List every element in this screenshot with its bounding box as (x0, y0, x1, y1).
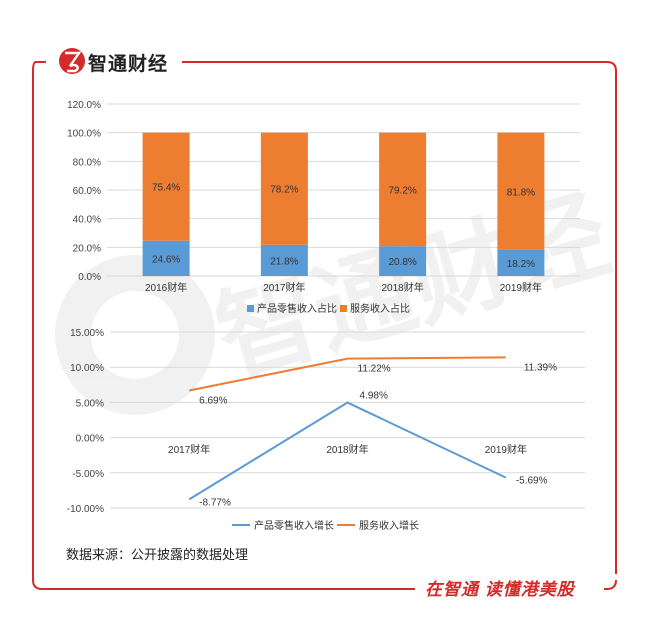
x-tick-label: 2017财年 (263, 281, 305, 294)
y-tick-label: -10.00% (67, 504, 104, 515)
data-label: 21.8% (270, 256, 298, 267)
legend-label: 服务收入增长 (359, 519, 419, 532)
legend-label: 服务收入占比 (350, 302, 410, 315)
frame-border-left-bottom (32, 61, 415, 590)
bar-segment (260, 132, 308, 245)
data-label: 20.8% (388, 257, 416, 268)
legend-label: 产品零售收入增长 (254, 519, 334, 532)
bar-segment (379, 132, 427, 247)
frame-border-top-right (182, 61, 617, 574)
bar-segment (142, 132, 190, 241)
line-chart: -10.00% -5.00% 0.00% 5.00% 10.00% 15.00% 2017财… (67, 328, 585, 532)
y-tick-label: 0.00% (76, 434, 104, 445)
y-tick-label: 5.00% (76, 398, 104, 409)
x-tick-label: 2018财年 (382, 281, 424, 294)
data-label: 78.2% (270, 185, 298, 196)
data-label: -8.77% (199, 497, 231, 508)
y-tick-label: 40.0% (73, 215, 101, 226)
y-tick-label: 60.0% (73, 186, 101, 197)
data-label: 11.39% (524, 362, 557, 373)
data-label: 81.8% (507, 187, 535, 198)
data-label: -5.69% (516, 476, 548, 487)
data-label: 18.2% (507, 259, 535, 270)
y-tick-label: -5.00% (72, 469, 104, 480)
data-label: 11.22% (358, 364, 391, 375)
legend-swatch (247, 305, 254, 312)
bar-segment (497, 249, 545, 276)
y-tick-label: 0.0% (78, 272, 101, 283)
legend-swatch (340, 305, 347, 312)
bar-segment (142, 240, 190, 276)
data-label: 79.2% (388, 185, 416, 196)
bar-segment (497, 132, 545, 250)
series-line (188, 401, 507, 501)
brand-title: 智通财经 (88, 54, 169, 75)
x-tick-label: 2018财年 (326, 443, 368, 456)
y-tick-label: 120.0% (67, 100, 101, 111)
y-tick-label: 80.0% (73, 157, 101, 168)
x-tick-label: 2016财年 (145, 281, 187, 294)
bar-segment (379, 246, 427, 276)
y-tick-label: 15.00% (70, 328, 104, 339)
y-tick-label: 20.0% (73, 243, 101, 254)
series-line (188, 356, 506, 392)
bar-segment (260, 244, 308, 276)
legend-label: 产品零售收入占比 (257, 302, 337, 315)
y-tick-label: 10.00% (70, 363, 104, 374)
stacked-bar-chart: 0.0% 20.0% 40.0% 60.0% 80.0% 100.0% 120.0% 24.6… (67, 100, 580, 315)
data-label: 24.6% (152, 254, 180, 265)
data-source-note: 数据来源：公开披露的数据处理 (66, 548, 249, 563)
data-label: 4.98% (360, 391, 388, 402)
y-tick-label: 100.0% (67, 129, 101, 140)
data-label: 6.69% (199, 396, 227, 407)
x-tick-label: 2017财年 (168, 443, 210, 456)
frame-border-corner (604, 579, 617, 590)
footer-slogan: 在智通 读懂港美股 (425, 580, 575, 599)
x-tick-label: 2019财年 (485, 443, 527, 456)
logo-icon (59, 48, 85, 74)
data-label: 75.4% (152, 183, 180, 194)
x-tick-label: 2019财年 (500, 281, 542, 294)
